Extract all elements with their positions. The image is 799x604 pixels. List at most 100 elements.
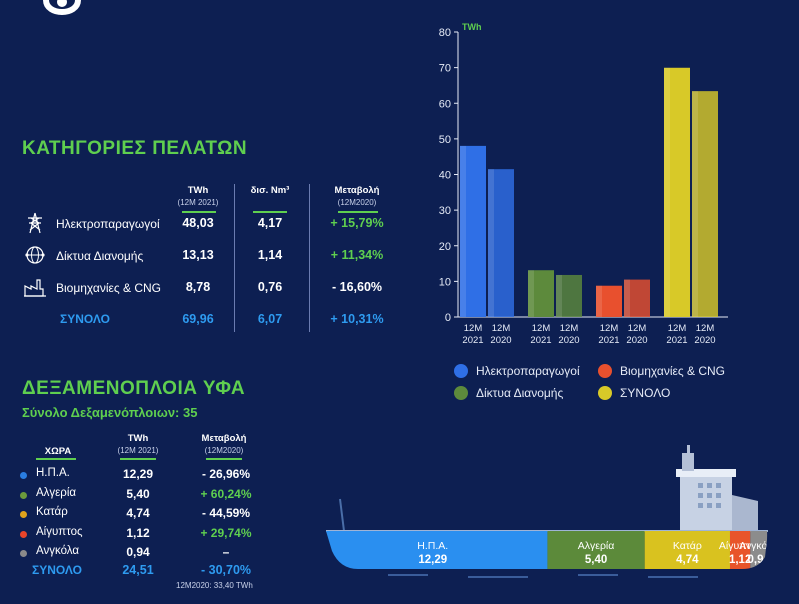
ship-segment-value: 1,12 <box>729 554 751 566</box>
country-dot-icon <box>20 472 27 479</box>
tanker-twh: 1,12 <box>126 525 150 540</box>
bar <box>488 169 514 317</box>
tanker-twh: 5,40 <box>126 486 150 501</box>
col-header-country: ΧΩΡΑ <box>44 446 72 457</box>
x-tick-label: 2020 <box>558 335 579 346</box>
tanker-change: - 44,59% <box>201 506 251 520</box>
tanker-change: – <box>222 545 230 559</box>
legend-label: Δίκτυα Διανομής <box>476 386 564 400</box>
legend-label: Ηλεκτροπαραγωγοί <box>476 364 580 378</box>
customer-twh: 13,13 <box>182 248 214 262</box>
tankers-subtitle: Σύνολο Δεξαμενόπλοιων: 35 <box>22 405 198 420</box>
y-tick-label: 40 <box>439 170 451 182</box>
ship-segment <box>729 531 751 569</box>
x-tick-label: 12M <box>532 323 551 334</box>
ship-segment-country: Ανγκόλα <box>739 540 773 552</box>
bar-highlight <box>528 270 534 317</box>
customer-nm3: 1,14 <box>257 248 283 262</box>
bar <box>596 285 622 317</box>
x-tick-label: 12M <box>668 323 687 334</box>
country-dot-icon <box>20 530 27 538</box>
ship-segment-value: 0,94 <box>748 554 771 566</box>
customer-nm3: 0,76 <box>257 280 283 294</box>
ship-segment-value: 4,74 <box>676 554 699 566</box>
country-dot-icon <box>20 491 27 499</box>
lng-ship-illustration: Η.Π.Α.12,29Αλγερία5,40Κατάρ4,74Αίγυπτος1… <box>326 445 773 578</box>
customer-change: - 16,60% <box>331 280 383 294</box>
x-tick-label: 2020 <box>626 335 647 346</box>
tanker-country: Κατάρ <box>36 506 68 518</box>
tanker-country: Αλγερία <box>36 486 77 499</box>
y-tick-label: 0 <box>445 312 451 324</box>
legend-marker-icon <box>454 364 468 378</box>
tanker-change: - 26,96% <box>201 467 251 481</box>
tankers-total-twh: 24,51 <box>122 563 154 577</box>
tanker-country: Ανγκόλα <box>36 545 79 557</box>
customers-total-nm3: 6,07 <box>257 312 283 326</box>
x-tick-label: 2021 <box>462 335 483 346</box>
ship-segment-country: Κατάρ <box>673 540 702 552</box>
ship-segment-value: 12,29 <box>418 554 447 566</box>
ship-segment-country: Η.Π.Α. <box>417 540 448 552</box>
tanker-twh: 0,94 <box>126 545 150 559</box>
x-tick-label: 2021 <box>598 335 619 346</box>
y-tick-label: 20 <box>439 241 451 253</box>
y-tick-label: 30 <box>439 205 451 217</box>
customers-total-twh: 69,96 <box>182 312 214 326</box>
y-tick-label: 60 <box>439 98 451 110</box>
x-tick-label: 12M <box>560 323 579 334</box>
x-tick-label: 12M <box>696 323 715 334</box>
tankers-title: ΔΕΞΑΜΕΝΟΠΛΟΙΑ ΥΦΑ <box>22 378 246 399</box>
bar-highlight <box>488 169 494 317</box>
tanker-change: + 29,74% <box>200 525 252 540</box>
y-tick-label: 10 <box>439 276 451 288</box>
ship-segment <box>326 531 548 569</box>
legend-marker-icon <box>598 386 612 400</box>
x-tick-label: 12M <box>492 323 511 334</box>
tankers-total-label: ΣΥΝΟΛΟ <box>32 563 82 577</box>
bar <box>556 274 582 317</box>
bar <box>692 91 718 317</box>
ship-bridge <box>680 475 732 531</box>
x-tick-label: 2021 <box>530 335 551 346</box>
ship-segment <box>547 531 645 569</box>
company-logo-icon <box>43 0 81 15</box>
col-header-tanker-twh: TWh (12M 2021) <box>117 433 159 455</box>
bar-highlight <box>692 91 698 317</box>
tanker-twh: 4,74 <box>126 506 150 520</box>
ship-segment-country: Αλγερία <box>578 540 615 552</box>
tanker-twh: 12,29 <box>122 467 154 481</box>
y-tick-label: 50 <box>439 134 451 146</box>
customers-total-label: ΣΥΝΟΛΟ <box>60 312 110 326</box>
tankers-footnote: 12M2020: 33,40 TWh <box>176 581 253 590</box>
x-tick-label: 2020 <box>490 335 511 346</box>
col-header-tanker-change: Μεταβολή (12M2020) <box>201 433 247 455</box>
bar-highlight <box>624 279 630 317</box>
x-tick-label: 12M <box>464 323 483 334</box>
bar <box>624 279 650 317</box>
customer-change: + 15,79% <box>330 216 384 230</box>
legend-label: ΣΥΝΟΛΟ <box>620 386 671 400</box>
bar <box>528 270 554 317</box>
country-dot-icon <box>20 550 27 557</box>
ship-segment <box>750 531 768 569</box>
ship-segment-value: 5,40 <box>585 554 607 566</box>
bar-highlight <box>556 274 562 317</box>
x-tick-label: 12M <box>628 323 647 334</box>
customer-label: Ηλεκτροπαραγωγοί <box>56 217 160 231</box>
bar-highlight <box>664 67 670 317</box>
y-tick-label: 80 <box>439 27 451 39</box>
customers-title: ΚΑΤΗΓΟΡΙΕΣ ΠΕΛΑΤΩΝ <box>22 138 248 159</box>
col-header-change: Μεταβολή (12M2020) <box>334 185 380 207</box>
ship-segment <box>644 531 730 569</box>
tanker-change: + 60,24% <box>200 486 252 501</box>
col-header-nm3: δισ. Nm³ <box>250 185 290 196</box>
legend-marker-icon <box>454 386 468 400</box>
tanker-country: Η.Π.Α. <box>36 467 70 479</box>
customer-label: Βιομηχανίες & CNG <box>56 281 161 295</box>
tankers-total-change: - 30,70% <box>200 563 252 577</box>
col-header-twh: TWh (12M 2021) <box>177 185 219 207</box>
customer-twh: 48,03 <box>182 216 214 230</box>
country-dot-icon <box>20 511 27 518</box>
